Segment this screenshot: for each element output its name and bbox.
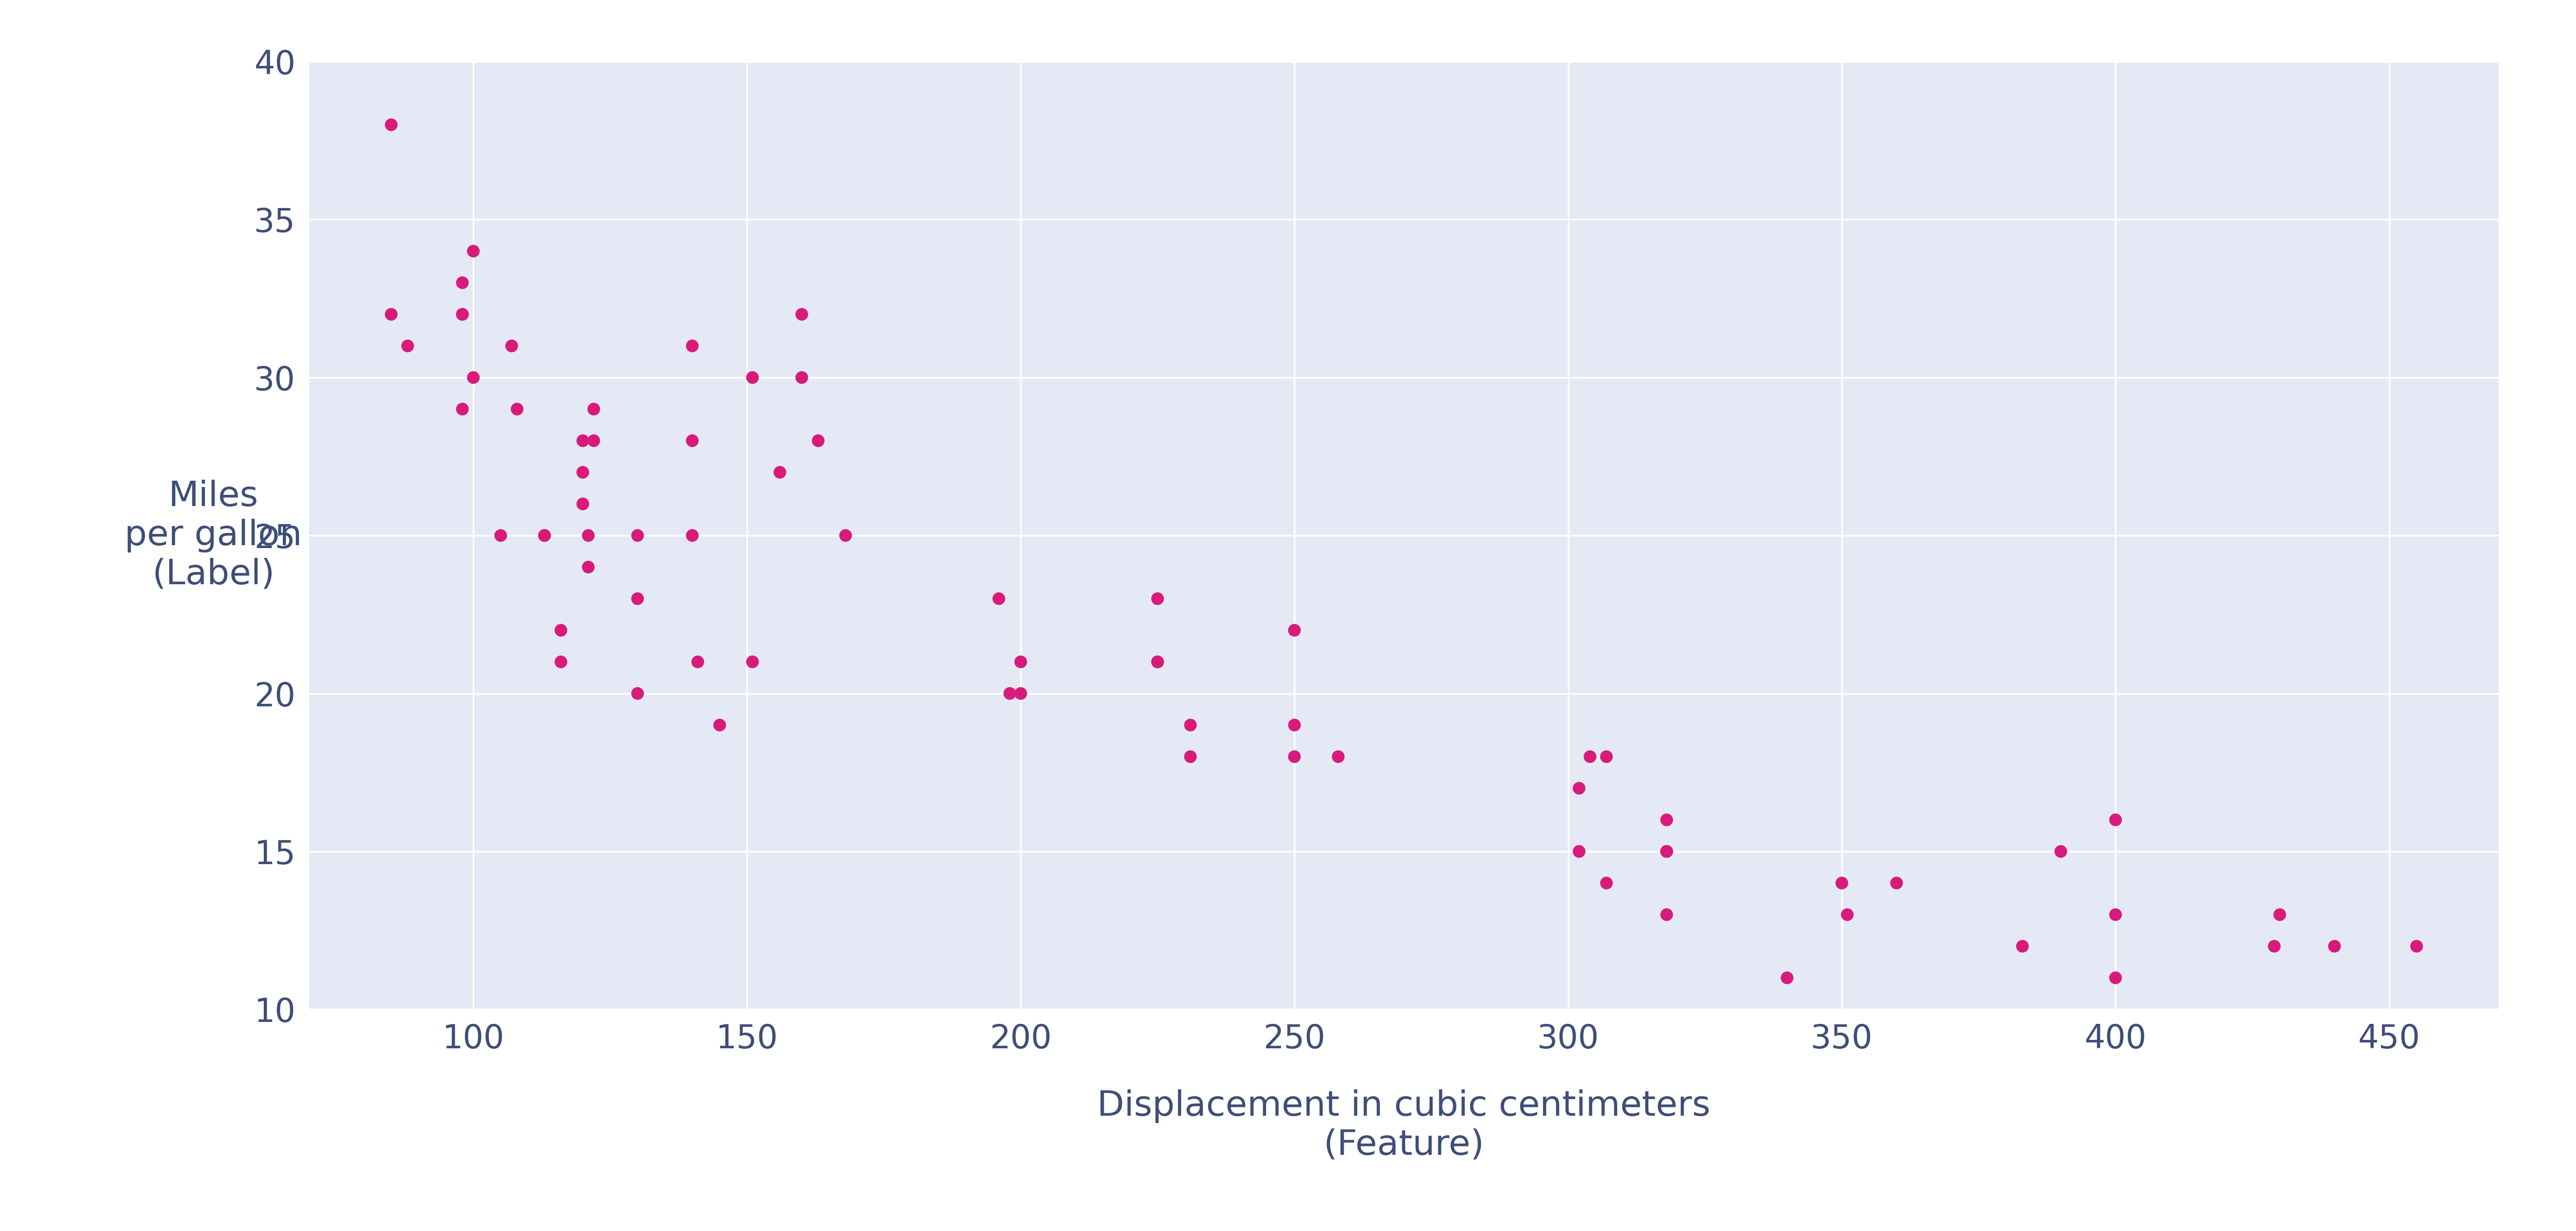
- Point: [443, 304, 484, 324]
- Point: [443, 273, 484, 293]
- Point: [2313, 937, 2354, 956]
- Point: [523, 526, 564, 545]
- X-axis label: Displacement in cubic centimeters
(Feature): Displacement in cubic centimeters (Featu…: [1097, 1089, 1710, 1162]
- Point: [2002, 937, 2043, 956]
- Point: [1136, 588, 1177, 608]
- Point: [497, 399, 538, 419]
- Point: [799, 431, 840, 451]
- Point: [781, 304, 822, 324]
- Point: [989, 683, 1030, 703]
- Point: [492, 336, 533, 356]
- Point: [1587, 873, 1628, 892]
- Point: [999, 652, 1041, 672]
- Point: [1170, 747, 1211, 767]
- Point: [453, 368, 495, 388]
- Point: [562, 463, 603, 483]
- Point: [562, 494, 603, 513]
- Point: [1136, 652, 1177, 672]
- Point: [541, 652, 582, 672]
- Point: [1767, 968, 1808, 987]
- Point: [1136, 652, 1177, 672]
- Point: [618, 526, 659, 545]
- Point: [1646, 842, 1687, 862]
- Point: [1273, 715, 1314, 735]
- Point: [1273, 620, 1314, 640]
- Y-axis label: Miles
per gallon
(Label): Miles per gallon (Label): [124, 480, 301, 591]
- Point: [698, 715, 739, 735]
- Point: [1646, 842, 1687, 862]
- Point: [1569, 747, 1610, 767]
- Point: [999, 683, 1041, 703]
- Point: [618, 683, 659, 703]
- Point: [1273, 747, 1314, 767]
- Point: [1646, 905, 1687, 924]
- Point: [1558, 842, 1600, 862]
- Point: [1587, 747, 1628, 767]
- Point: [1646, 842, 1687, 862]
- Point: [732, 652, 773, 672]
- Point: [541, 620, 582, 640]
- Point: [371, 304, 412, 324]
- Point: [2094, 810, 2136, 830]
- Point: [732, 368, 773, 388]
- Point: [672, 336, 714, 356]
- Point: [443, 399, 484, 419]
- Point: [824, 526, 866, 545]
- Point: [618, 588, 659, 608]
- Point: [760, 463, 801, 483]
- Point: [567, 558, 608, 577]
- Point: [1826, 905, 1868, 924]
- Point: [781, 368, 822, 388]
- Point: [1558, 778, 1600, 798]
- Point: [677, 652, 719, 672]
- Point: [672, 526, 714, 545]
- Point: [979, 588, 1020, 608]
- Point: [572, 399, 613, 419]
- Point: [2396, 937, 2437, 956]
- Point: [386, 336, 428, 356]
- Point: [1646, 810, 1687, 830]
- Point: [2254, 937, 2295, 956]
- Point: [672, 431, 714, 451]
- Point: [1170, 715, 1211, 735]
- Point: [453, 241, 495, 261]
- Point: [1316, 747, 1360, 767]
- Point: [572, 431, 613, 451]
- Point: [1821, 873, 1862, 892]
- Point: [2040, 842, 2081, 862]
- Point: [2094, 905, 2136, 924]
- Point: [2259, 905, 2300, 924]
- Point: [2094, 968, 2136, 987]
- Point: [479, 526, 520, 545]
- Point: [523, 526, 564, 545]
- Point: [1875, 873, 1917, 892]
- Point: [443, 304, 484, 324]
- Point: [562, 431, 603, 451]
- Point: [371, 114, 412, 134]
- Point: [567, 526, 608, 545]
